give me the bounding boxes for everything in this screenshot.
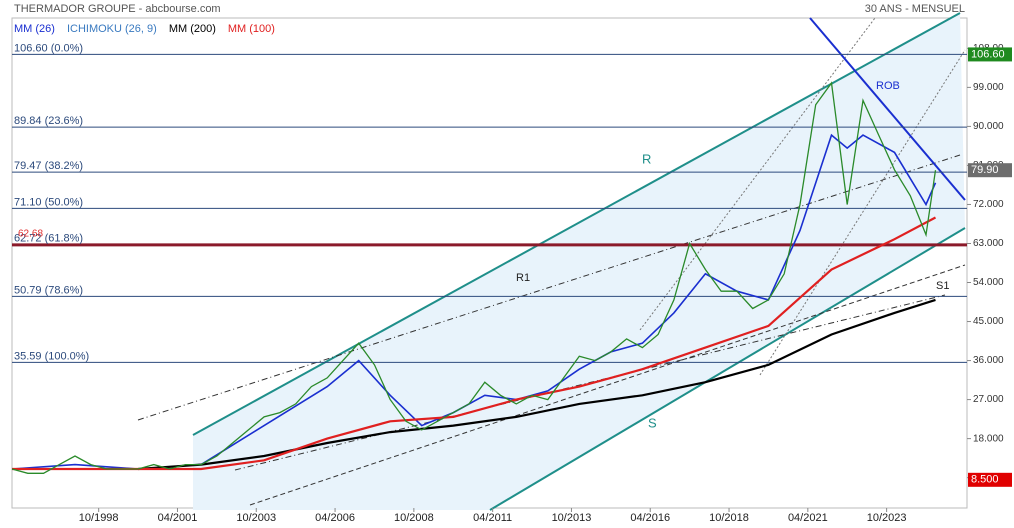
fib-label: 35.59 (100.0%)	[14, 350, 89, 362]
legend-entry: MM (100)	[228, 23, 275, 35]
annotation: ROB	[876, 80, 900, 92]
x-tick-label: 10/2013	[552, 512, 592, 524]
legend-entry: MM (200)	[169, 23, 216, 35]
chart-subtitle: 30 ANS - MENSUEL	[865, 3, 965, 15]
fib-label: 71.10 (50.0%)	[14, 196, 83, 208]
x-tick-label: 04/2011	[473, 512, 512, 524]
x-tick-label: 10/2003	[236, 512, 276, 524]
y-tick-label: 90.000	[973, 121, 1004, 132]
y-tick-label: 63.000	[973, 238, 1004, 249]
layer	[11, 47, 971, 512]
x-tick-label: 10/2018	[709, 512, 749, 524]
fib-label: 89.84 (23.6%)	[14, 115, 83, 127]
annotation: S1	[936, 280, 949, 292]
x-tick-label: 10/1998	[79, 512, 119, 524]
y-tick-label: 45.000	[973, 316, 1004, 327]
channel-fill	[193, 13, 965, 510]
y-tick-label: 18.000	[973, 433, 1004, 444]
price-marker-label: 106.60	[971, 48, 1005, 60]
y-tick-label: 27.000	[973, 394, 1004, 405]
x-tick-label: 10/2023	[867, 512, 907, 524]
line-dotted	[759, 49, 966, 376]
line-rob	[809, 17, 966, 201]
support-label: 62.68	[18, 229, 43, 240]
price-marker-label: 8.500	[971, 474, 999, 486]
y-tick-label: 72.000	[973, 199, 1004, 210]
price-line	[11, 81, 937, 474]
line-r1	[137, 154, 961, 421]
y-tick-label: 36.000	[973, 355, 1004, 366]
price-marker	[968, 47, 1012, 62]
y-tick-label: 99.000	[973, 82, 1004, 93]
price-marker	[968, 472, 1012, 487]
chart-title: THERMADOR GROUPE - abcbourse.com	[14, 3, 221, 15]
annotation: S	[648, 415, 657, 430]
price-marker-label: 79.90	[971, 164, 999, 176]
price-marker	[968, 163, 1012, 178]
y-tick-label: 54.000	[973, 277, 1004, 288]
x-tick-label: 04/2006	[315, 512, 355, 524]
line-dotted	[639, 17, 876, 331]
annotation: R1	[516, 272, 530, 284]
line-dashed	[249, 264, 966, 506]
x-tick-label: 10/2008	[394, 512, 434, 524]
channel-s	[489, 227, 966, 511]
line-s1	[234, 294, 946, 471]
legend-entry: ICHIMOKU (26, 9)	[67, 23, 157, 35]
moving-average	[138, 298, 936, 471]
x-tick-label: 04/2021	[788, 512, 828, 524]
fib-label: 106.60 (0.0%)	[14, 42, 83, 54]
legend-entry: MM (26)	[14, 23, 55, 35]
x-tick-label: 04/2001	[158, 512, 198, 524]
annotation: R	[642, 151, 651, 166]
fib-label: 79.47 (38.2%)	[14, 160, 83, 172]
moving-average	[11, 133, 937, 470]
fib-label: 50.79 (78.6%)	[14, 284, 83, 296]
fib-label: 62.72 (61.8%)	[14, 233, 83, 245]
x-tick-label: 04/2016	[630, 512, 670, 524]
